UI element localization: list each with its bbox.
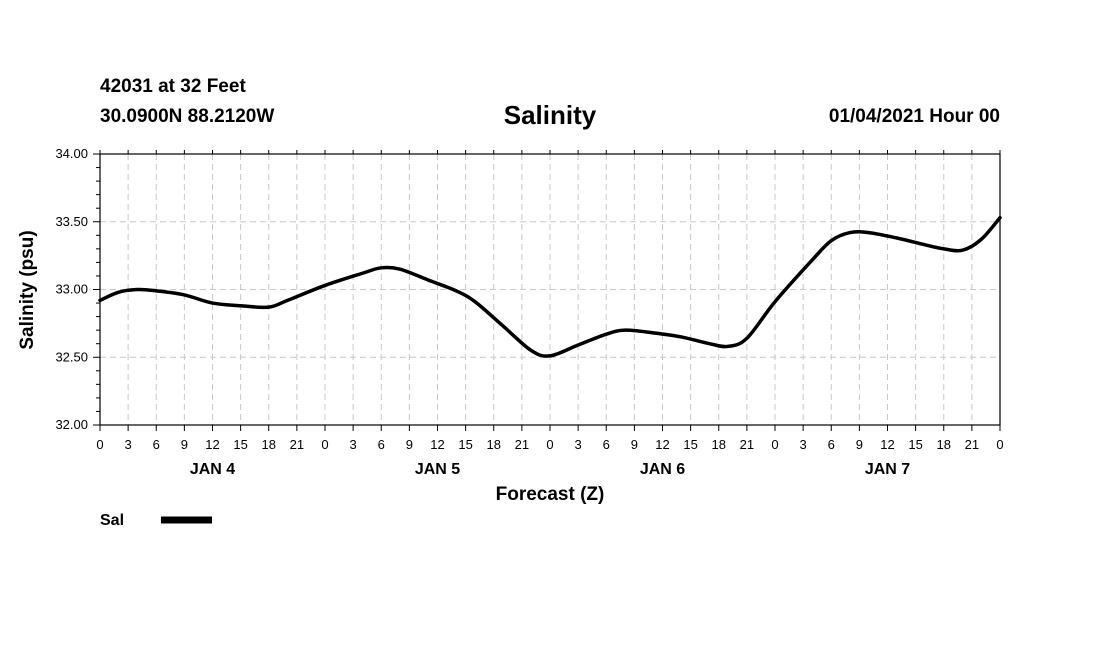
y-tick-label: 34.00 <box>55 146 88 161</box>
x-tick-label: 0 <box>996 437 1003 452</box>
x-tick-label: 18 <box>262 437 276 452</box>
x-axis-title: Forecast (Z) <box>496 484 605 505</box>
data-point <box>896 238 897 239</box>
data-point <box>184 294 185 295</box>
data-point <box>925 244 926 245</box>
x-tick-label: 21 <box>290 437 304 452</box>
x-tick-label: 3 <box>125 437 132 452</box>
x-tick-label: 15 <box>908 437 922 452</box>
y-tick-label: 32.50 <box>55 349 88 364</box>
x-tick-label: 21 <box>740 437 754 452</box>
day-labels: JAN 4 JAN 5 JAN 6 JAN 7 <box>190 461 910 478</box>
y-tick-label: 32.00 <box>55 417 88 432</box>
forecast-datetime: 01/04/2021 Hour 00 <box>828 106 1000 127</box>
x-tick-label: 6 <box>828 437 835 452</box>
y-tick-labels: 32.00 32.50 33.00 33.50 34.00 <box>55 146 88 432</box>
data-point <box>943 248 944 249</box>
x-tick-label: 9 <box>181 437 188 452</box>
data-point <box>381 267 382 268</box>
x-tick-label: 9 <box>856 437 863 452</box>
x-tick-label: 6 <box>603 437 610 452</box>
data-point <box>531 350 532 351</box>
series-line-sal <box>98 215 1002 358</box>
data-point <box>775 301 776 302</box>
y-axis-title: Salinity (psu) <box>17 230 38 349</box>
x-tick-label: 3 <box>800 437 807 452</box>
grid-lines <box>100 154 1000 425</box>
x-tick-label: 18 <box>712 437 726 452</box>
data-point <box>268 307 269 308</box>
x-tick-label: 18 <box>487 437 501 452</box>
data-point <box>100 300 101 301</box>
station-label: 42031 at 32 Feet <box>100 76 246 97</box>
data-point <box>746 338 747 339</box>
data-point <box>868 232 869 233</box>
data-point <box>831 240 832 241</box>
x-tick-label: 18 <box>937 437 951 452</box>
data-point <box>550 355 551 356</box>
x-tick-label: 15 <box>233 437 247 452</box>
x-tick-label: 3 <box>575 437 582 452</box>
x-tick-label: 12 <box>205 437 219 452</box>
x-tick-label: 12 <box>880 437 894 452</box>
x-tick-label: 15 <box>683 437 697 452</box>
data-point <box>812 259 813 260</box>
x-tick-label: 15 <box>458 437 472 452</box>
x-tick-label: 12 <box>655 437 669 452</box>
day-label: JAN 4 <box>190 461 235 478</box>
data-point <box>606 334 607 335</box>
data-point <box>428 280 429 281</box>
x-tick-label: 6 <box>153 437 160 452</box>
x-tick-label: 9 <box>406 437 413 452</box>
data-point <box>475 301 476 302</box>
axis-ticks <box>93 150 1001 431</box>
data-point <box>240 305 241 306</box>
series-group <box>98 215 1002 358</box>
legend: Sal <box>100 512 212 529</box>
x-tick-label: 21 <box>515 437 529 452</box>
data-point <box>362 273 363 274</box>
data-point <box>1000 217 1001 218</box>
day-label: JAN 6 <box>640 461 685 478</box>
data-point <box>212 303 213 304</box>
data-point <box>325 285 326 286</box>
day-label: JAN 7 <box>865 461 910 478</box>
data-point <box>709 343 710 344</box>
y-tick-label: 33.50 <box>55 214 88 229</box>
x-tick-label: 0 <box>96 437 103 452</box>
data-point <box>503 326 504 327</box>
data-point <box>850 232 851 233</box>
x-tick-label: 21 <box>965 437 979 452</box>
data-point <box>728 346 729 347</box>
legend-label-sal: Sal <box>100 512 124 529</box>
x-tick-label: 3 <box>350 437 357 452</box>
data-point <box>681 336 682 337</box>
data-point <box>625 330 626 331</box>
data-point <box>118 292 119 293</box>
data-point <box>578 345 579 346</box>
data-point <box>981 239 982 240</box>
x-tick-label: 0 <box>771 437 778 452</box>
y-tick-label: 33.00 <box>55 282 88 297</box>
data-point <box>156 290 157 291</box>
coordinates-label: 30.0900N 88.2120W <box>100 106 275 127</box>
x-tick-labels: 0 3 6 9 12 15 18 21 0 3 6 9 12 15 18 21 0 3 6 9 12 15 18 21 0 3 6 9… <box>96 437 1003 452</box>
chart-title: Salinity <box>503 100 597 130</box>
data-point <box>287 300 288 301</box>
data-point <box>962 250 963 251</box>
data-point <box>400 269 401 270</box>
x-tick-label: 9 <box>631 437 638 452</box>
x-tick-label: 6 <box>378 437 385 452</box>
data-point <box>653 332 654 333</box>
x-tick-label: 12 <box>430 437 444 452</box>
x-tick-label: 0 <box>321 437 328 452</box>
day-label: JAN 5 <box>415 461 460 478</box>
data-point <box>137 289 138 290</box>
data-point <box>456 290 457 291</box>
x-tick-label: 0 <box>546 437 553 452</box>
